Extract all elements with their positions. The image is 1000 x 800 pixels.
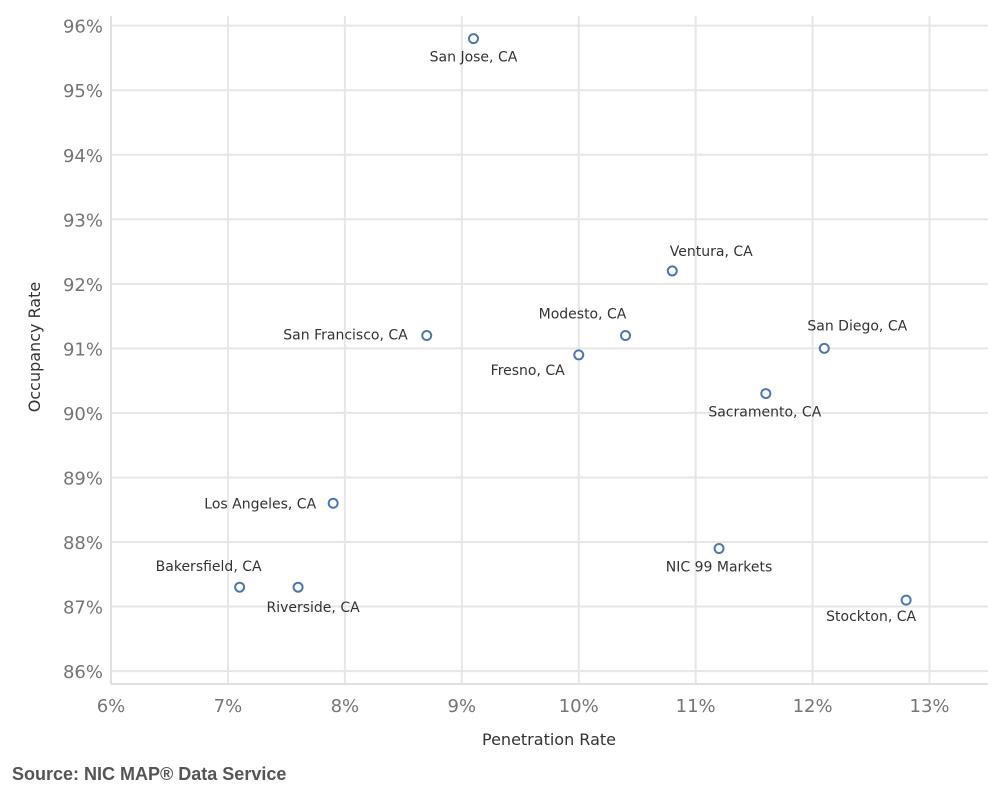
point-label: San Francisco, CA xyxy=(283,327,408,343)
axes xyxy=(110,16,988,685)
tick-labels: 6% 7% 8% 9% 10% 11% 12% 13% 86% 87% 88% 89% 90% 91% 92… xyxy=(63,17,950,717)
x-tick-label: 7% xyxy=(214,696,243,717)
y-tick-label: 96% xyxy=(63,17,103,38)
source-note: Source: NIC MAP® Data Service xyxy=(12,764,287,784)
x-axis-title: Penetration Rate xyxy=(482,730,616,749)
point-labels: San Jose, CA Ventura, CA San Francisco, CA… xyxy=(156,50,917,626)
point-label: Stockton, CA xyxy=(826,609,916,625)
point-label: Bakersfield, CA xyxy=(156,559,262,575)
data-point xyxy=(713,542,725,554)
data-point xyxy=(900,594,912,606)
point-label: Riverside, CA xyxy=(266,600,360,616)
data-point xyxy=(467,33,479,45)
y-tick-label: 92% xyxy=(63,275,103,296)
x-tick-label: 8% xyxy=(331,696,360,717)
x-tick-label: 9% xyxy=(448,696,477,717)
data-point xyxy=(327,497,339,509)
x-tick-label: 12% xyxy=(793,696,833,717)
data-point xyxy=(234,581,246,593)
x-tick-label: 13% xyxy=(910,696,950,717)
point-label: Fresno, CA xyxy=(491,363,566,379)
scatter-chart: 6% 7% 8% 9% 10% 11% 12% 13% 86% 87% 88% 89% 90% 91% 92… xyxy=(25,16,988,749)
y-tick-label: 93% xyxy=(63,210,103,231)
y-tick-label: 94% xyxy=(63,146,103,167)
x-tick-label: 11% xyxy=(676,696,716,717)
x-tick-label: 10% xyxy=(559,696,599,717)
y-tick-label: 88% xyxy=(63,533,103,554)
grid-lines xyxy=(111,16,988,684)
data-point xyxy=(573,349,585,361)
y-tick-label: 89% xyxy=(63,468,103,489)
y-tick-label: 90% xyxy=(63,404,103,425)
y-tick-label: 87% xyxy=(63,598,103,619)
data-point xyxy=(421,329,433,341)
point-label: San Jose, CA xyxy=(430,50,518,66)
data-point xyxy=(818,342,830,354)
data-point xyxy=(760,388,772,400)
point-label: Los Angeles, CA xyxy=(204,496,316,512)
point-label: NIC 99 Markets xyxy=(666,559,773,575)
data-point xyxy=(666,265,678,277)
y-tick-label: 91% xyxy=(63,339,103,360)
data-point xyxy=(620,329,632,341)
y-axis-title: Occupancy Rate xyxy=(25,282,44,412)
x-tick-label: 6% xyxy=(97,696,126,717)
point-label: Ventura, CA xyxy=(670,244,753,260)
point-label: San Diego, CA xyxy=(807,318,907,334)
data-points xyxy=(234,33,912,606)
point-label: Sacramento, CA xyxy=(708,405,821,421)
y-tick-label: 95% xyxy=(63,81,103,102)
point-label: Modesto, CA xyxy=(539,306,627,322)
y-tick-label: 86% xyxy=(63,662,103,683)
data-point xyxy=(292,581,304,593)
